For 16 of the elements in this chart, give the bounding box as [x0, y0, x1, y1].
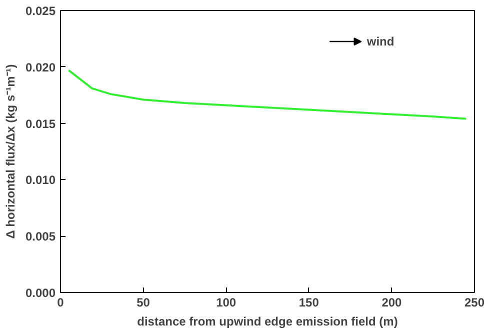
y-axis-title: Δ horizontal flux/Δx (kg s⁻¹m⁻¹): [3, 64, 18, 239]
x-tick-label: 0: [57, 296, 64, 310]
y-tick-label: 0.000: [25, 286, 56, 300]
y-tick-label: 0.020: [25, 60, 56, 74]
x-tick-label: 150: [298, 296, 320, 310]
x-axis-title: distance from upwind edge emission field (m): [137, 314, 398, 328]
x-tick-label: 100: [216, 296, 236, 310]
y-tick-label: 0.025: [25, 4, 56, 18]
annotation: wind: [366, 34, 394, 49]
line-series: [68, 69, 468, 120]
x-tick-label: 50: [136, 296, 150, 310]
y-tick-label: 0.010: [25, 173, 56, 188]
y-tick-label: 0.015: [25, 116, 56, 131]
x-tick-label: 250: [464, 296, 485, 310]
y-tick-label: 0.005: [25, 230, 56, 244]
x-tick-label: 200: [382, 296, 402, 310]
